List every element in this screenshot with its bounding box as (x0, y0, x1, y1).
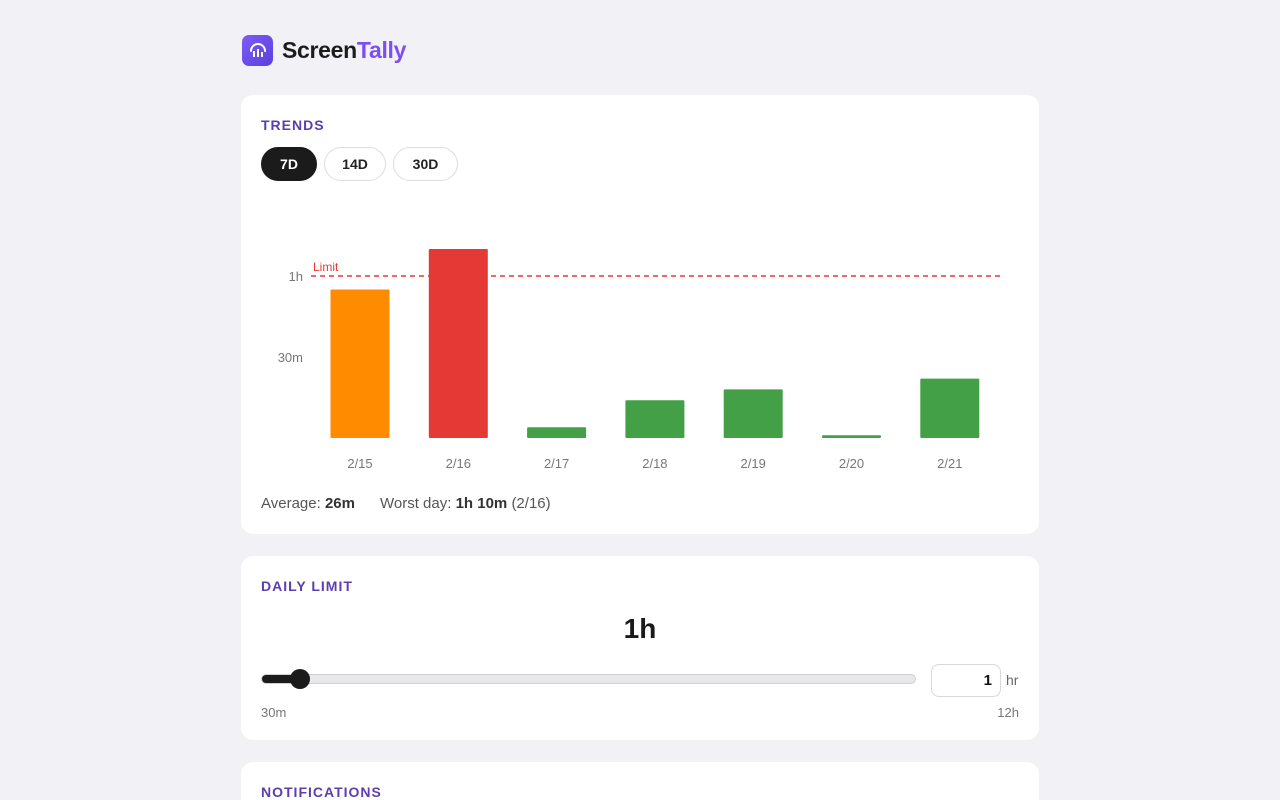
limit-hours-input[interactable]: 1 (931, 664, 1001, 697)
limit-slider-track[interactable] (261, 674, 916, 684)
worst-day-label: Worst day: (379, 495, 452, 512)
app-name-part1: Screen (282, 37, 357, 63)
y-tick-label: 1h (289, 269, 303, 284)
app-name: ScreenTally (282, 37, 406, 64)
notifications-card: NOTIFICATIONS (241, 762, 1039, 800)
trends-card: TRENDS 7D 14D 30D 30m 1h 2/15 2/16 2/17 2/18 2… (241, 95, 1039, 534)
x-tick-label: 2/19 (741, 456, 766, 471)
slider-max-label: 12h (997, 705, 1019, 720)
limit-slider-thumb[interactable] (290, 669, 311, 689)
chart-bar (822, 435, 881, 438)
chart-bar (527, 427, 587, 438)
x-tick-label: 2/18 (642, 456, 667, 471)
tab-14d[interactable]: 14D (324, 147, 386, 181)
x-tick-label: 2/15 (347, 456, 372, 471)
average-label: Average: (261, 495, 321, 512)
worst-day-date: (2/16) (511, 495, 551, 512)
limit-unit-label: hr (1006, 672, 1019, 688)
y-tick-label: 30m (278, 350, 303, 365)
usage-bar-chart: 30m 1h 2/15 2/16 2/17 2/18 2/19 2/20 2/21 Limit (278, 249, 1001, 471)
brand: ScreenTally (242, 35, 406, 66)
chart-bar (625, 400, 685, 438)
daily-limit-card: DAILY LIMIT 1h 1 hr 30m 12h (241, 556, 1039, 740)
x-tick-label: 2/21 (937, 456, 962, 471)
range-tabs: 7D 14D 30D (261, 147, 458, 181)
tab-7d[interactable]: 7D (261, 147, 317, 181)
trends-summary: Average: 26m Worst day: 1h 10m (2/16) (261, 495, 551, 512)
limit-line-label: Limit (313, 260, 339, 274)
chart-bar (723, 389, 783, 438)
average-value: 26m (324, 495, 355, 512)
limit-value-display: 1h (623, 613, 657, 644)
average-stat: Average: 26m (261, 495, 355, 512)
daily-limit-title: DAILY LIMIT (261, 578, 353, 594)
x-tick-label: 2/20 (839, 456, 864, 471)
trends-title: TRENDS (261, 117, 325, 133)
limit-slider-fill (262, 675, 302, 683)
chart-bar (428, 249, 488, 438)
worst-day-stat: Worst day: 1h 10m (2/16) (380, 495, 551, 512)
notifications-title: NOTIFICATIONS (261, 784, 382, 800)
slider-min-label: 30m (261, 705, 287, 720)
chart-bar (330, 289, 390, 438)
worst-day-value: 1h 10m (455, 495, 508, 512)
app-name-part2: Tally (356, 37, 407, 63)
x-tick-label: 2/16 (446, 456, 471, 471)
x-tick-label: 2/17 (544, 456, 569, 471)
chart-bar (920, 378, 980, 438)
bar-chart-icon (242, 35, 273, 66)
tab-30d[interactable]: 30D (393, 147, 458, 181)
